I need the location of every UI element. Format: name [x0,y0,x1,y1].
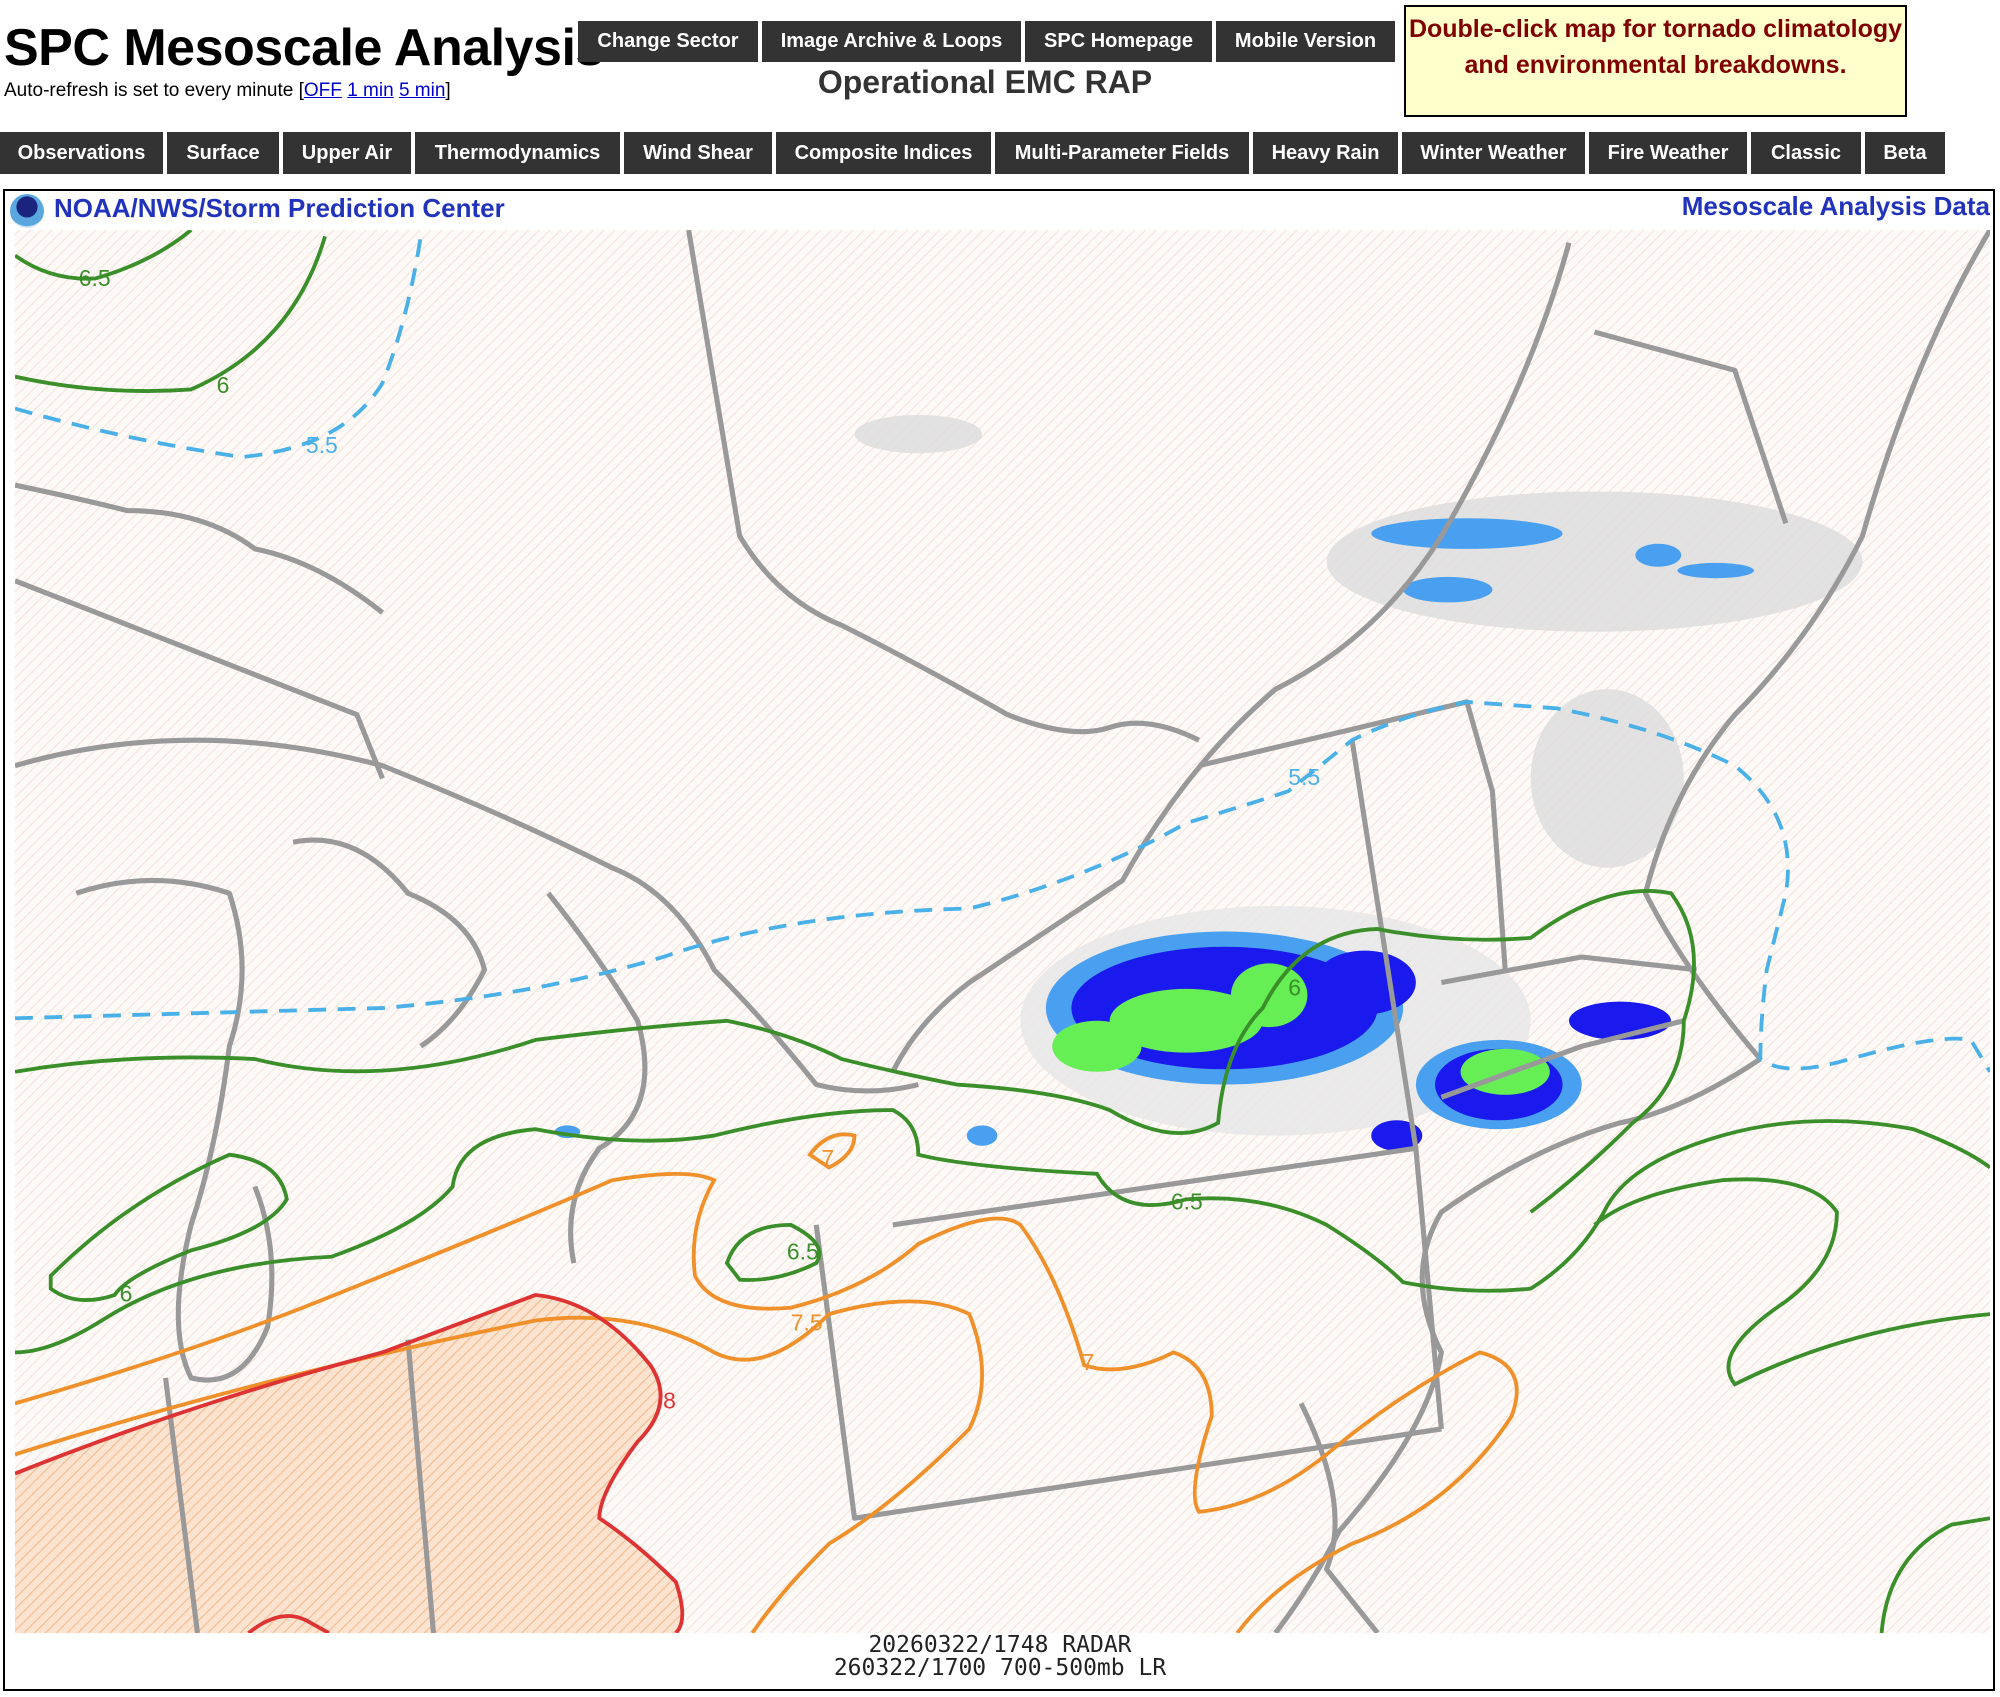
noaa-logo-icon [10,194,44,228]
contour-label: 6 [120,1280,133,1306]
refresh-bracket: ] [445,80,451,101]
nav-multi-parameter-fields[interactable]: Multi-Parameter Fields [995,132,1249,174]
change-sector-button[interactable]: Change Sector [578,21,758,62]
nav-beta[interactable]: Beta [1865,132,1945,174]
refresh-5min-link[interactable]: 5 min [398,80,446,101]
nav-thermodynamics[interactable]: Thermodynamics [415,132,620,174]
instability-shaded-area [15,1295,683,1633]
contour-label: 6.5 [1171,1189,1203,1215]
contour-label: 7 [1082,1349,1095,1375]
contour-6-east [1593,1177,1990,1387]
contour-label: 6.5 [79,265,111,291]
contour-label: 5.5 [1288,764,1320,790]
contour-8 [15,1293,685,1633]
mobile-version-button[interactable]: Mobile Version [1216,21,1395,62]
nav-classic[interactable]: Classic [1751,132,1861,174]
contour-label: 6 [1288,974,1301,1000]
analysis-time-label: 260322/1700 700-500mb LR [833,1655,1167,1681]
image-archive-button[interactable]: Image Archive & Loops [762,21,1021,62]
refresh-off-link[interactable]: OFF [303,80,342,101]
contour-8-south [247,1614,330,1633]
nav-heavy-rain[interactable]: Heavy Rain [1253,132,1398,174]
contour-label: 8 [663,1388,676,1414]
nav-composite-indices[interactable]: Composite Indices [776,132,991,174]
contour-6.5-top [15,230,193,281]
geographic-borders [15,230,1990,1633]
contour-label: 7 [821,1145,834,1171]
lapse-rate-contours [15,230,1990,1633]
refresh-label: Auto-refresh is set to every minute [ [4,80,304,101]
nav-observations[interactable]: Observations [0,132,163,174]
radar-time-label: 20260322/1748 RADAR [868,1632,1132,1658]
contour-6-main [15,889,1696,1214]
contour-6-top [15,235,327,393]
radar-echoes [554,518,1754,1151]
contour-6-southeast [1879,1516,1990,1633]
contour-7.5 [15,1299,984,1633]
contour-6-loop [48,1152,289,1302]
nav-surface[interactable]: Surface [167,132,279,174]
nav-wind-shear[interactable]: Wind Shear [624,132,772,174]
nav-upper-air[interactable]: Upper Air [283,132,411,174]
contour-6.5-loop [724,1222,822,1282]
contour-label: 6 [217,372,230,398]
contour-7-loop [807,1132,857,1170]
contour-label: 6.5 [787,1238,819,1264]
map-header-left: NOAA/NWS/Storm Prediction Center [54,193,505,223]
map-header-right: Mesoscale Analysis Data [1681,191,1990,221]
contour-label: 7.5 [791,1310,823,1336]
map-frame [3,189,1995,1691]
mesoscale-map[interactable]: 6.5 6 5.5 5.5 6 6.5 6.5 6 7 7.5 7 8 [15,230,1990,1633]
notice-box: Double-click map for tornado climatology… [1404,5,1907,117]
contour-7-main [15,1171,1519,1633]
auto-refresh-status: Auto-refresh is set to every minute [OFF… [4,80,451,102]
nav-winter-weather[interactable]: Winter Weather [1402,132,1585,174]
contour-6.5-main [15,1108,1990,1355]
page-title: SPC Mesoscale Analysis [4,19,604,77]
contour-5.5-main [15,699,1990,1073]
contour-label: 5.5 [306,432,338,458]
spc-homepage-button[interactable]: SPC Homepage [1025,21,1212,62]
map-valid-time: 20260322/1748 RADAR 260322/1700 700-500m… [700,1634,1300,1680]
model-subtitle: Operational EMC RAP [817,64,1153,100]
refresh-1min-link[interactable]: 1 min [347,80,394,101]
contour-labels: 6.5 6 5.5 5.5 6 6.5 6.5 6 7 7.5 7 8 [79,265,1320,1413]
nav-fire-weather[interactable]: Fire Weather [1589,132,1747,174]
contour-5.5-top [15,236,423,459]
